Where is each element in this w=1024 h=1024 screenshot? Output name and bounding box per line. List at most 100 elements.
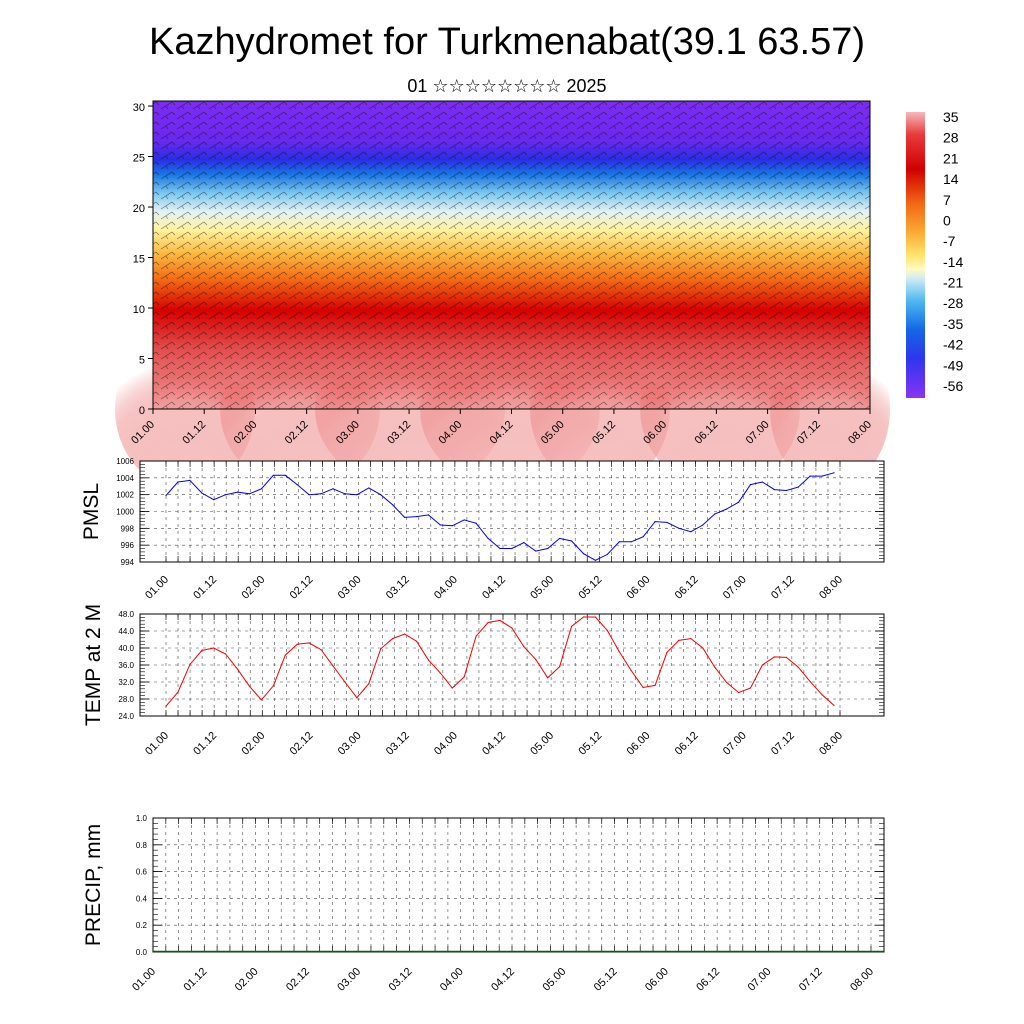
x-tick-label: 06.12	[673, 574, 701, 602]
colorbar-label: 35	[943, 109, 959, 125]
y-tick-label: 24.0	[118, 712, 134, 721]
data-point	[547, 677, 549, 679]
x-tick-label: 08.00	[817, 574, 845, 602]
x-tick-label: 04.12	[489, 966, 517, 994]
x-tick-label: 04.12	[480, 574, 508, 602]
data-point	[773, 656, 775, 658]
x-tick-label: 07.00	[721, 574, 749, 602]
x-tick-label: 08.00	[848, 966, 876, 994]
x-tick-label: 07.00	[746, 966, 774, 994]
y-tick-label: 1.0	[136, 814, 148, 823]
y-tick-label: 1004	[116, 474, 134, 483]
x-tick-label: 07.12	[797, 966, 825, 994]
data-point	[415, 640, 418, 642]
data-point	[403, 516, 406, 518]
data-point	[726, 508, 728, 510]
data-point	[594, 616, 597, 618]
data-point	[535, 658, 537, 661]
data-point	[332, 665, 334, 667]
x-tick-label: 07.12	[769, 574, 797, 602]
data-point	[463, 676, 465, 678]
data-point	[439, 524, 441, 526]
colorbar-label: 14	[943, 171, 959, 187]
y-tick-label: 0.6	[136, 868, 148, 877]
data-point	[225, 653, 227, 655]
data-point	[523, 542, 525, 544]
data-point	[201, 492, 203, 494]
y-tick-label: 40.0	[118, 644, 134, 653]
y-axis-title: PMSL	[80, 483, 103, 540]
colorbar-label: -42	[943, 337, 963, 353]
data-point	[821, 694, 823, 696]
data-point	[535, 550, 537, 552]
x-tick-label: 03.12	[384, 574, 412, 602]
data-point	[678, 639, 680, 641]
data-point	[654, 521, 656, 523]
data-point	[582, 616, 585, 618]
y-tick-label: 44.0	[118, 627, 134, 636]
x-tick-label: 01.00	[143, 574, 171, 602]
data-point	[380, 648, 382, 650]
y-tick-label: 32.0	[118, 678, 134, 687]
data-point	[809, 680, 811, 683]
x-tick-label: 03.12	[384, 730, 412, 758]
data-point	[260, 699, 263, 701]
x-tick-label: 07.00	[721, 730, 749, 758]
data-point	[284, 654, 286, 656]
data-point	[642, 686, 644, 689]
data-point	[642, 536, 644, 538]
x-tick-label: 02.00	[233, 966, 261, 994]
y-tick-label: 48.0	[118, 610, 134, 619]
x-tick-label: 02.12	[288, 574, 316, 602]
x-tick-label: 04.00	[438, 966, 466, 994]
y-axis-title: PRECIP, mm	[82, 824, 105, 946]
data-point	[332, 488, 334, 490]
chart-subtitle: 01 ☆☆☆☆☆☆☆☆ 2025	[407, 76, 606, 96]
x-tick-label: 05.00	[540, 966, 568, 994]
y-tick-label: 25	[133, 153, 145, 165]
data-point	[475, 522, 477, 524]
data-point	[511, 547, 513, 550]
data-point	[809, 475, 811, 477]
data-point	[451, 525, 453, 527]
x-tick-label: 01.12	[191, 730, 219, 758]
data-point	[368, 683, 370, 685]
data-point	[296, 483, 298, 486]
data-point	[236, 491, 239, 493]
y-tick-label: 0.2	[136, 921, 148, 930]
data-point	[260, 488, 263, 490]
colorbar-strip	[906, 112, 925, 398]
y-tick-label: 1002	[116, 491, 134, 500]
data-point	[165, 705, 167, 707]
data-point	[690, 638, 692, 640]
x-tick-label: 03.12	[387, 966, 415, 994]
x-tick-label: 05.00	[528, 730, 556, 758]
x-tick-label: 03.00	[336, 730, 364, 758]
colorbar-label: 21	[943, 150, 959, 166]
data-point	[833, 704, 835, 706]
x-tick-label: 01.00	[143, 730, 171, 758]
data-point	[797, 486, 799, 488]
data-point	[177, 691, 179, 693]
data-point	[666, 651, 668, 653]
data-point	[821, 475, 823, 477]
data-point	[594, 559, 597, 561]
data-point	[284, 474, 286, 476]
data-point	[177, 481, 179, 483]
x-tick-label: 07.12	[769, 730, 797, 758]
data-point	[189, 479, 191, 481]
x-tick-label: 06.12	[673, 730, 701, 758]
x-tick-label: 05.12	[592, 966, 620, 994]
y-tick-label: 996	[121, 541, 135, 550]
x-tick-label: 06.00	[625, 574, 653, 602]
data-point	[463, 519, 465, 521]
y-tick-label: 5	[139, 355, 145, 367]
data-point	[630, 669, 632, 672]
y-tick-label: 28.0	[118, 695, 134, 704]
data-point	[785, 656, 787, 658]
x-tick-label: 06.00	[643, 966, 671, 994]
data-point	[189, 663, 191, 666]
y-tick-label: 15	[133, 254, 145, 266]
